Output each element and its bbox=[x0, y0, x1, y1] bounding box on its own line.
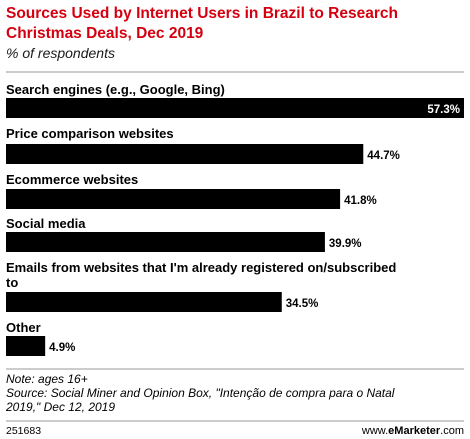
category-label: Social media bbox=[6, 216, 86, 231]
brand-name: eMarketer bbox=[388, 425, 441, 437]
brand-prefix: www. bbox=[361, 425, 388, 437]
category-label: Emails from websites that I'm already re… bbox=[6, 260, 396, 275]
chart-title-line-2: Christmas Deals, Dec 2019 bbox=[6, 25, 204, 42]
chart-title-line-1: Sources Used by Internet Users in Brazil… bbox=[6, 5, 398, 22]
bar bbox=[6, 144, 364, 164]
bar-row: Social media 39.9% bbox=[6, 216, 362, 252]
category-label: Other bbox=[6, 320, 41, 335]
bar bbox=[6, 98, 464, 118]
bar bbox=[6, 189, 341, 209]
bar bbox=[6, 232, 325, 252]
value-label: 41.8% bbox=[344, 195, 377, 207]
chart-header: Sources Used by Internet Users in Brazil… bbox=[6, 5, 398, 61]
category-label: Search engines (e.g., Google, Bing) bbox=[6, 82, 225, 97]
source-line-2: 2019," Dec 12, 2019 bbox=[5, 400, 115, 414]
source-line-1: Source: Social Miner and Opinion Box, "I… bbox=[6, 386, 395, 400]
category-label: Ecommerce websites bbox=[6, 172, 138, 187]
note-line-1: Note: ages 16+ bbox=[6, 372, 88, 386]
brand-link[interactable]: www.eMarketer.com bbox=[361, 425, 464, 437]
chart-id: 251683 bbox=[6, 425, 41, 437]
value-label: 44.7% bbox=[367, 150, 400, 162]
value-label: 34.5% bbox=[286, 298, 319, 310]
category-label: Price comparison websites bbox=[6, 126, 174, 141]
bar-row: Ecommerce websites 41.8% bbox=[6, 172, 377, 209]
bar-row: Other 4.9% bbox=[6, 320, 75, 356]
category-label: to bbox=[6, 275, 18, 290]
bar bbox=[6, 336, 46, 356]
bars-layer: Search engines (e.g., Google, Bing) 57.3%… bbox=[6, 82, 464, 356]
value-label: 4.9% bbox=[49, 342, 75, 354]
value-label: 57.3% bbox=[427, 104, 460, 116]
bar-row: Search engines (e.g., Google, Bing) 57.3% bbox=[6, 82, 464, 118]
bar-row: Emails from websites that I'm already re… bbox=[6, 260, 396, 312]
brand-suffix: .com bbox=[440, 425, 464, 437]
chart-notes: Note: ages 16+ Source: Social Miner and … bbox=[5, 372, 395, 414]
value-label: 39.9% bbox=[329, 238, 362, 250]
chart-subtitle: % of respondents bbox=[6, 45, 115, 61]
bar bbox=[6, 292, 282, 312]
bar-row: Price comparison websites 44.7% bbox=[6, 126, 400, 164]
